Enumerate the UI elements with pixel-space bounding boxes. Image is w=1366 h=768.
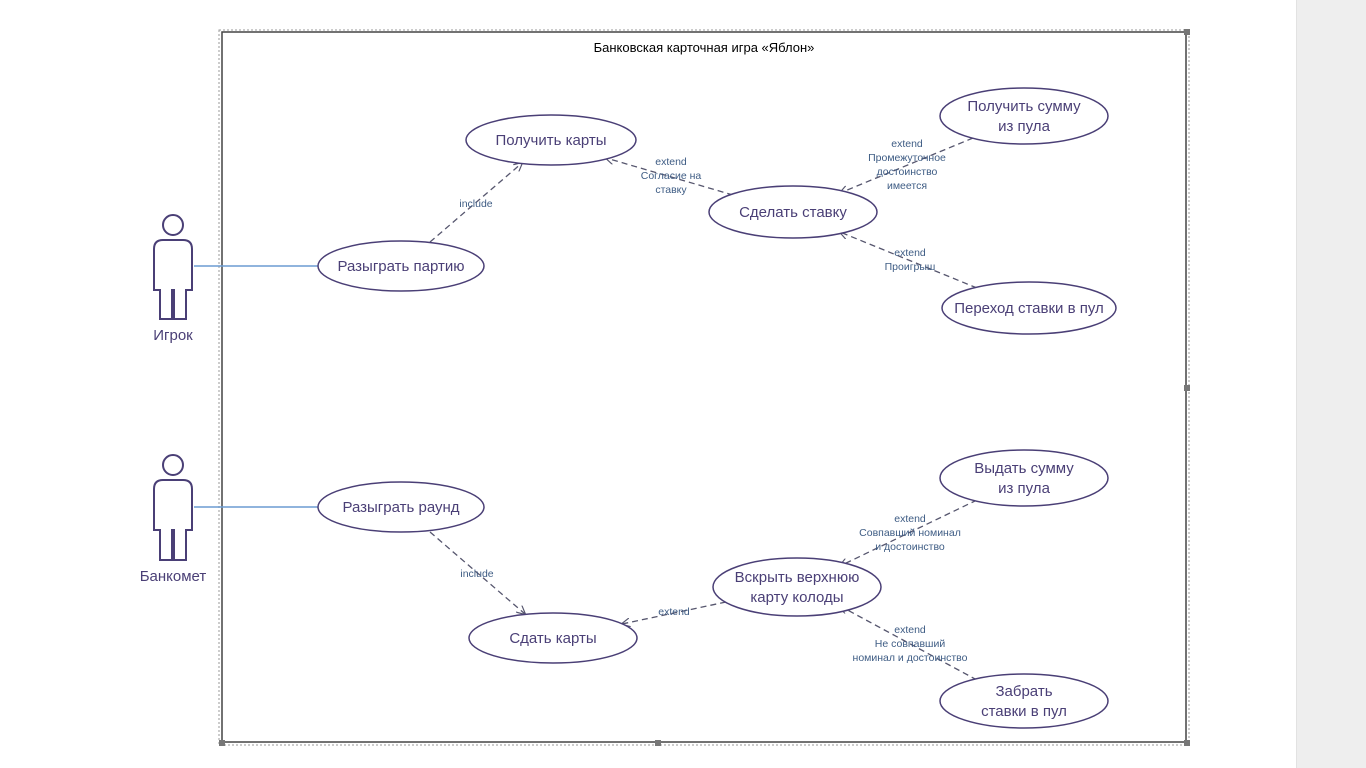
- use-case-get-cards[interactable]: Получить карты: [465, 114, 637, 166]
- use-case-ellipse: [939, 673, 1109, 729]
- condition-label: Совпавший номинал: [859, 527, 961, 539]
- actor-head-icon: [162, 214, 184, 236]
- diagram-title: Банковская карточная игра «Яблон»: [594, 40, 815, 55]
- stereotype-label: extend: [655, 156, 687, 168]
- extend-arrow-take-open[interactable]: [840, 606, 978, 681]
- actor-banker[interactable]: [153, 454, 193, 561]
- extend-arrow-pool-bet[interactable]: [840, 232, 978, 289]
- condition-label: ставку: [655, 184, 687, 196]
- use-case-label: Получить карты: [496, 132, 607, 149]
- actor-player[interactable]: [153, 214, 193, 320]
- rel-include-1-label: include: [459, 198, 492, 210]
- use-case-play-game[interactable]: Разыграть партию: [317, 240, 485, 292]
- stereotype-label: extend: [894, 247, 926, 259]
- stereotype-label: include: [459, 198, 492, 210]
- use-case-label: Выдать сумму: [974, 460, 1074, 477]
- use-case-label: ставки в пул: [981, 703, 1067, 720]
- use-case-ellipse: [708, 185, 878, 239]
- condition-label: Не совпавший: [875, 638, 946, 650]
- extend-arrow-give-open[interactable]: [840, 499, 978, 566]
- rel-extend-loss-label: extend Проигрыш: [885, 247, 936, 273]
- resize-handle-top-right[interactable]: [1184, 29, 1190, 35]
- use-case-play-round[interactable]: Разыграть раунд: [317, 481, 485, 533]
- extend-arrow-get-sum-bet[interactable]: [840, 137, 974, 193]
- stereotype-label: include: [460, 568, 493, 580]
- rel-extend-deal-label: extend: [658, 606, 690, 618]
- actor-label-banker: Банкомет: [140, 568, 207, 585]
- rel-include-2-label: include: [460, 568, 493, 580]
- use-case-diagram: Банковская карточная игра «Яблон» Игрок …: [140, 29, 1190, 746]
- include-arrow-round-deal[interactable]: [429, 531, 525, 614]
- use-case-ellipse: [468, 612, 638, 664]
- condition-label: номинал и достоинство: [853, 652, 968, 664]
- use-case-ellipse: [465, 114, 637, 166]
- condition-label: Проигрыш: [885, 261, 936, 273]
- side-panel: [1296, 0, 1366, 768]
- use-case-ellipse: [941, 281, 1117, 335]
- actor-head-icon: [162, 454, 184, 476]
- actor-label-player: Игрок: [153, 327, 193, 344]
- use-case-label: Получить сумму: [967, 98, 1081, 115]
- include-arrow-play-game-get-cards[interactable]: [429, 163, 522, 243]
- resize-handle-bottom-left[interactable]: [219, 740, 225, 746]
- use-case-open-card[interactable]: Вскрыть верхнюю карту колоды: [712, 557, 882, 617]
- rel-extend-match-label: extend Совпавший номинал и достоинство: [859, 513, 961, 553]
- use-case-label: Сделать ставку: [739, 204, 847, 221]
- selection-outline: [218, 29, 1190, 746]
- condition-label: и достоинство: [875, 541, 945, 553]
- use-case-ellipse: [712, 557, 882, 617]
- condition-label: Согласие на: [641, 170, 702, 182]
- stereotype-label: extend: [894, 513, 926, 525]
- extend-arrow-open-deal[interactable]: [622, 601, 727, 624]
- use-case-label: Разыграть раунд: [342, 499, 459, 516]
- use-case-label: из пула: [998, 480, 1050, 497]
- extend-arrow-bet-get-cards[interactable]: [606, 158, 734, 196]
- selection-handles[interactable]: [219, 29, 1190, 746]
- use-case-label: Переход ставки в пул: [954, 300, 1104, 317]
- use-case-ellipse: [317, 481, 485, 533]
- rel-extend-nomatch-label: extend Не совпавший номинал и достоинство: [853, 624, 968, 664]
- use-case-label: Вскрыть верхнюю: [735, 569, 860, 586]
- use-case-deal-cards[interactable]: Сдать карты: [468, 612, 638, 664]
- use-case-ellipse: [317, 240, 485, 292]
- use-case-make-bet[interactable]: Сделать ставку: [708, 185, 878, 239]
- actor-body-icon: [153, 239, 193, 320]
- use-case-ellipse: [939, 449, 1109, 507]
- use-case-label: Разыграть партию: [338, 258, 465, 275]
- resize-handle-bottom-right[interactable]: [1184, 740, 1190, 746]
- use-case-ellipse: [939, 87, 1109, 145]
- condition-label: достоинство: [877, 166, 938, 178]
- stereotype-label: extend: [658, 606, 690, 618]
- use-case-label: Сдать карты: [509, 630, 596, 647]
- condition-label: Промежуточное: [868, 152, 946, 164]
- use-case-take-bets[interactable]: Забрать ставки в пул: [939, 673, 1109, 729]
- resize-handle-right[interactable]: [1184, 385, 1190, 391]
- condition-label: имеется: [887, 180, 927, 192]
- use-case-get-sum[interactable]: Получить сумму из пула: [939, 87, 1109, 145]
- use-case-give-sum[interactable]: Выдать сумму из пула: [939, 449, 1109, 507]
- stereotype-label: extend: [891, 138, 923, 150]
- use-case-bet-to-pool[interactable]: Переход ставки в пул: [941, 281, 1117, 335]
- use-case-label: Забрать: [995, 683, 1052, 700]
- rel-extend-agree-label: extend Согласие на ставку: [641, 156, 702, 196]
- rel-extend-dignity-label: extend Промежуточное достоинство имеется: [868, 138, 946, 192]
- use-case-label: из пула: [998, 118, 1050, 135]
- stereotype-label: extend: [894, 624, 926, 636]
- actor-body-icon: [153, 479, 193, 561]
- resize-handle-bottom[interactable]: [655, 740, 661, 746]
- diagram-canvas: Банковская карточная игра «Яблон» Игрок …: [139, 29, 1190, 746]
- use-case-label: карту колоды: [750, 589, 843, 606]
